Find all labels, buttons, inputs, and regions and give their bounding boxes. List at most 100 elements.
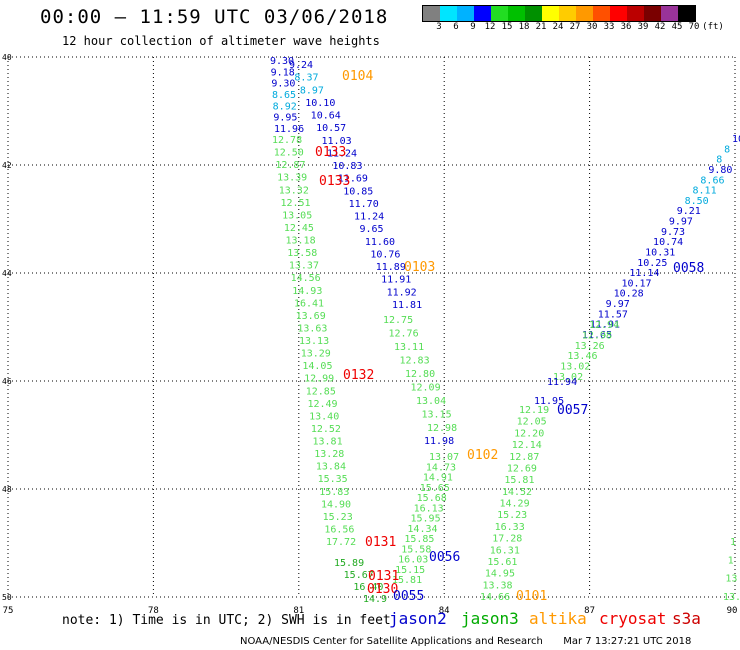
wave-height-value: 14.56 <box>291 273 321 284</box>
latitude-label: 48 <box>2 485 12 494</box>
wave-height-value: 12.98 <box>582 330 612 341</box>
pass-number-label: 0104 <box>342 69 373 84</box>
legend-jason3: jason3 <box>461 609 519 628</box>
wave-height-value: 13.8 <box>723 592 740 603</box>
pass-number-label: 0131 <box>365 535 396 550</box>
pass-number-label: 0058 <box>673 261 704 276</box>
wave-height-value: 13.11 <box>394 342 424 353</box>
wave-height-value: 1 <box>728 555 734 566</box>
wave-height-value: 11.60 <box>365 237 395 248</box>
wave-height-value: 13.07 <box>429 452 459 463</box>
wave-height-value: 16.03 <box>398 555 428 566</box>
wave-height-value: 8.11 <box>693 186 717 197</box>
wave-height-value: 11.92 <box>387 287 417 298</box>
wave-height-value: 14.91 <box>423 473 453 484</box>
color-scale-bar <box>422 5 696 22</box>
pass-number-label: 0133 <box>319 174 350 189</box>
color-scale-label: 12 <box>484 22 496 32</box>
wave-height-value: 12.45 <box>284 223 314 234</box>
wave-height-value: 10.31 <box>645 247 675 258</box>
wave-height-value: 13.46 <box>567 351 597 362</box>
wave-height-value: 12.69 <box>507 463 537 474</box>
legend-s3a: s3a <box>672 609 701 628</box>
wave-height-value: 9.73 <box>661 227 685 238</box>
wave-height-value: 14.29 <box>500 499 530 510</box>
color-swatch <box>559 6 576 21</box>
map-title: 00:00 – 11:59 UTC 03/06/2018 <box>40 6 389 28</box>
color-scale-label: 9 <box>470 22 476 32</box>
wave-height-value: 13.28 <box>314 449 344 460</box>
color-scale-label: 6 <box>453 22 459 32</box>
wave-height-value: 10.64 <box>311 111 341 122</box>
footer-timestamp: Mar 7 13:27:21 UTC 2018 <box>563 636 692 647</box>
wave-height-value: 13.02 <box>553 372 583 383</box>
wave-height-value: 10.76 <box>370 249 400 260</box>
color-swatch <box>576 6 593 21</box>
color-swatch <box>440 6 457 21</box>
wave-height-value: 9.30 <box>270 56 294 67</box>
color-scale-labels: 3 6 9 12 15 18 21 24 27 30 33 36 39 42 45 70 (ft) <box>422 22 740 34</box>
latitude-labels: 40 42 44 46 48 50 <box>2 53 12 602</box>
wave-height-value: 12.51 <box>280 198 310 209</box>
color-scale-label: 36 <box>620 22 632 32</box>
wave-height-value: 13.32 <box>279 185 309 196</box>
wave-height-value: 13.81 <box>313 437 343 448</box>
wave-height-value: 10.83 <box>332 161 362 172</box>
wave-height-value: 15.68 <box>417 493 447 504</box>
wave-height-value: 15.23 <box>323 512 353 523</box>
wave-height-value: 17.72 <box>326 537 356 548</box>
wave-height-value: 12.19 <box>519 405 549 416</box>
color-scale-label: 39 <box>637 22 649 32</box>
legend-altika: altika <box>529 609 587 628</box>
pass-number-label: 0132 <box>343 368 374 383</box>
wave-height-value: 13.02 <box>560 362 590 373</box>
pass-number-label: 0056 <box>429 550 460 565</box>
color-scale-label: 30 <box>586 22 598 32</box>
color-swatch <box>525 6 542 21</box>
wave-height-value: 13.13 <box>299 336 329 347</box>
wave-height-value: 12.83 <box>400 356 430 367</box>
color-swatch <box>661 6 678 21</box>
wave-height-value: 12.87 <box>275 160 305 171</box>
color-swatch <box>610 6 627 21</box>
wave-height-value: 12.49 <box>307 399 337 410</box>
wave-height-value: 15.89 <box>334 558 364 569</box>
wave-height-value: 13.18 <box>286 236 316 247</box>
wave-height-value: 11.81 <box>392 300 422 311</box>
legend-cryosat: cryosat <box>599 609 667 628</box>
wave-height-value: 10.85 <box>343 186 373 197</box>
wave-height-value: 10.10 <box>305 98 335 109</box>
wave-height-value: 13.38 <box>482 580 512 591</box>
wave-height-value: 11.65 <box>582 330 612 341</box>
longitude-label: 75 <box>2 606 14 616</box>
color-scale-label: 21 <box>535 22 547 32</box>
wave-height-value: 10.74 <box>653 237 683 248</box>
wave-height-value: 14.90 <box>321 499 351 510</box>
wave-height-value: 14.52 <box>502 487 532 498</box>
wave-height-value: 11.24 <box>327 148 357 159</box>
wave-height-value: 12.50 <box>274 148 304 159</box>
wave-height-value: 13 <box>725 574 737 585</box>
wave-height-value: 12.75 <box>383 315 413 326</box>
wave-height-value: 12.14 <box>512 440 542 451</box>
wave-height-value: 12.98 <box>427 423 457 434</box>
color-swatch <box>508 6 525 21</box>
wave-height-value: 9.18 <box>271 67 295 78</box>
wave-height-value: 9.95 <box>273 113 297 124</box>
wave-height-value: 15.81 <box>392 575 422 586</box>
color-scale-label: 18 <box>518 22 530 32</box>
color-swatch <box>593 6 610 21</box>
wave-height-value: 13.29 <box>301 349 331 360</box>
wave-height-value: 11.14 <box>629 268 659 279</box>
wave-height-value: 13.37 <box>289 261 319 272</box>
wave-height-value: 17.28 <box>492 534 522 545</box>
footer-agency: NOAA/NESDIS Center for Satellite Applica… <box>240 636 543 647</box>
color-scale-label: 70 <box>688 22 700 32</box>
wave-height-value: 15.35 <box>318 474 348 485</box>
legend-jason2: jason2 <box>389 609 447 628</box>
wave-height-value: 9.65 <box>359 224 383 235</box>
color-swatch <box>457 6 474 21</box>
wave-height-value: 12.87 <box>509 452 539 463</box>
